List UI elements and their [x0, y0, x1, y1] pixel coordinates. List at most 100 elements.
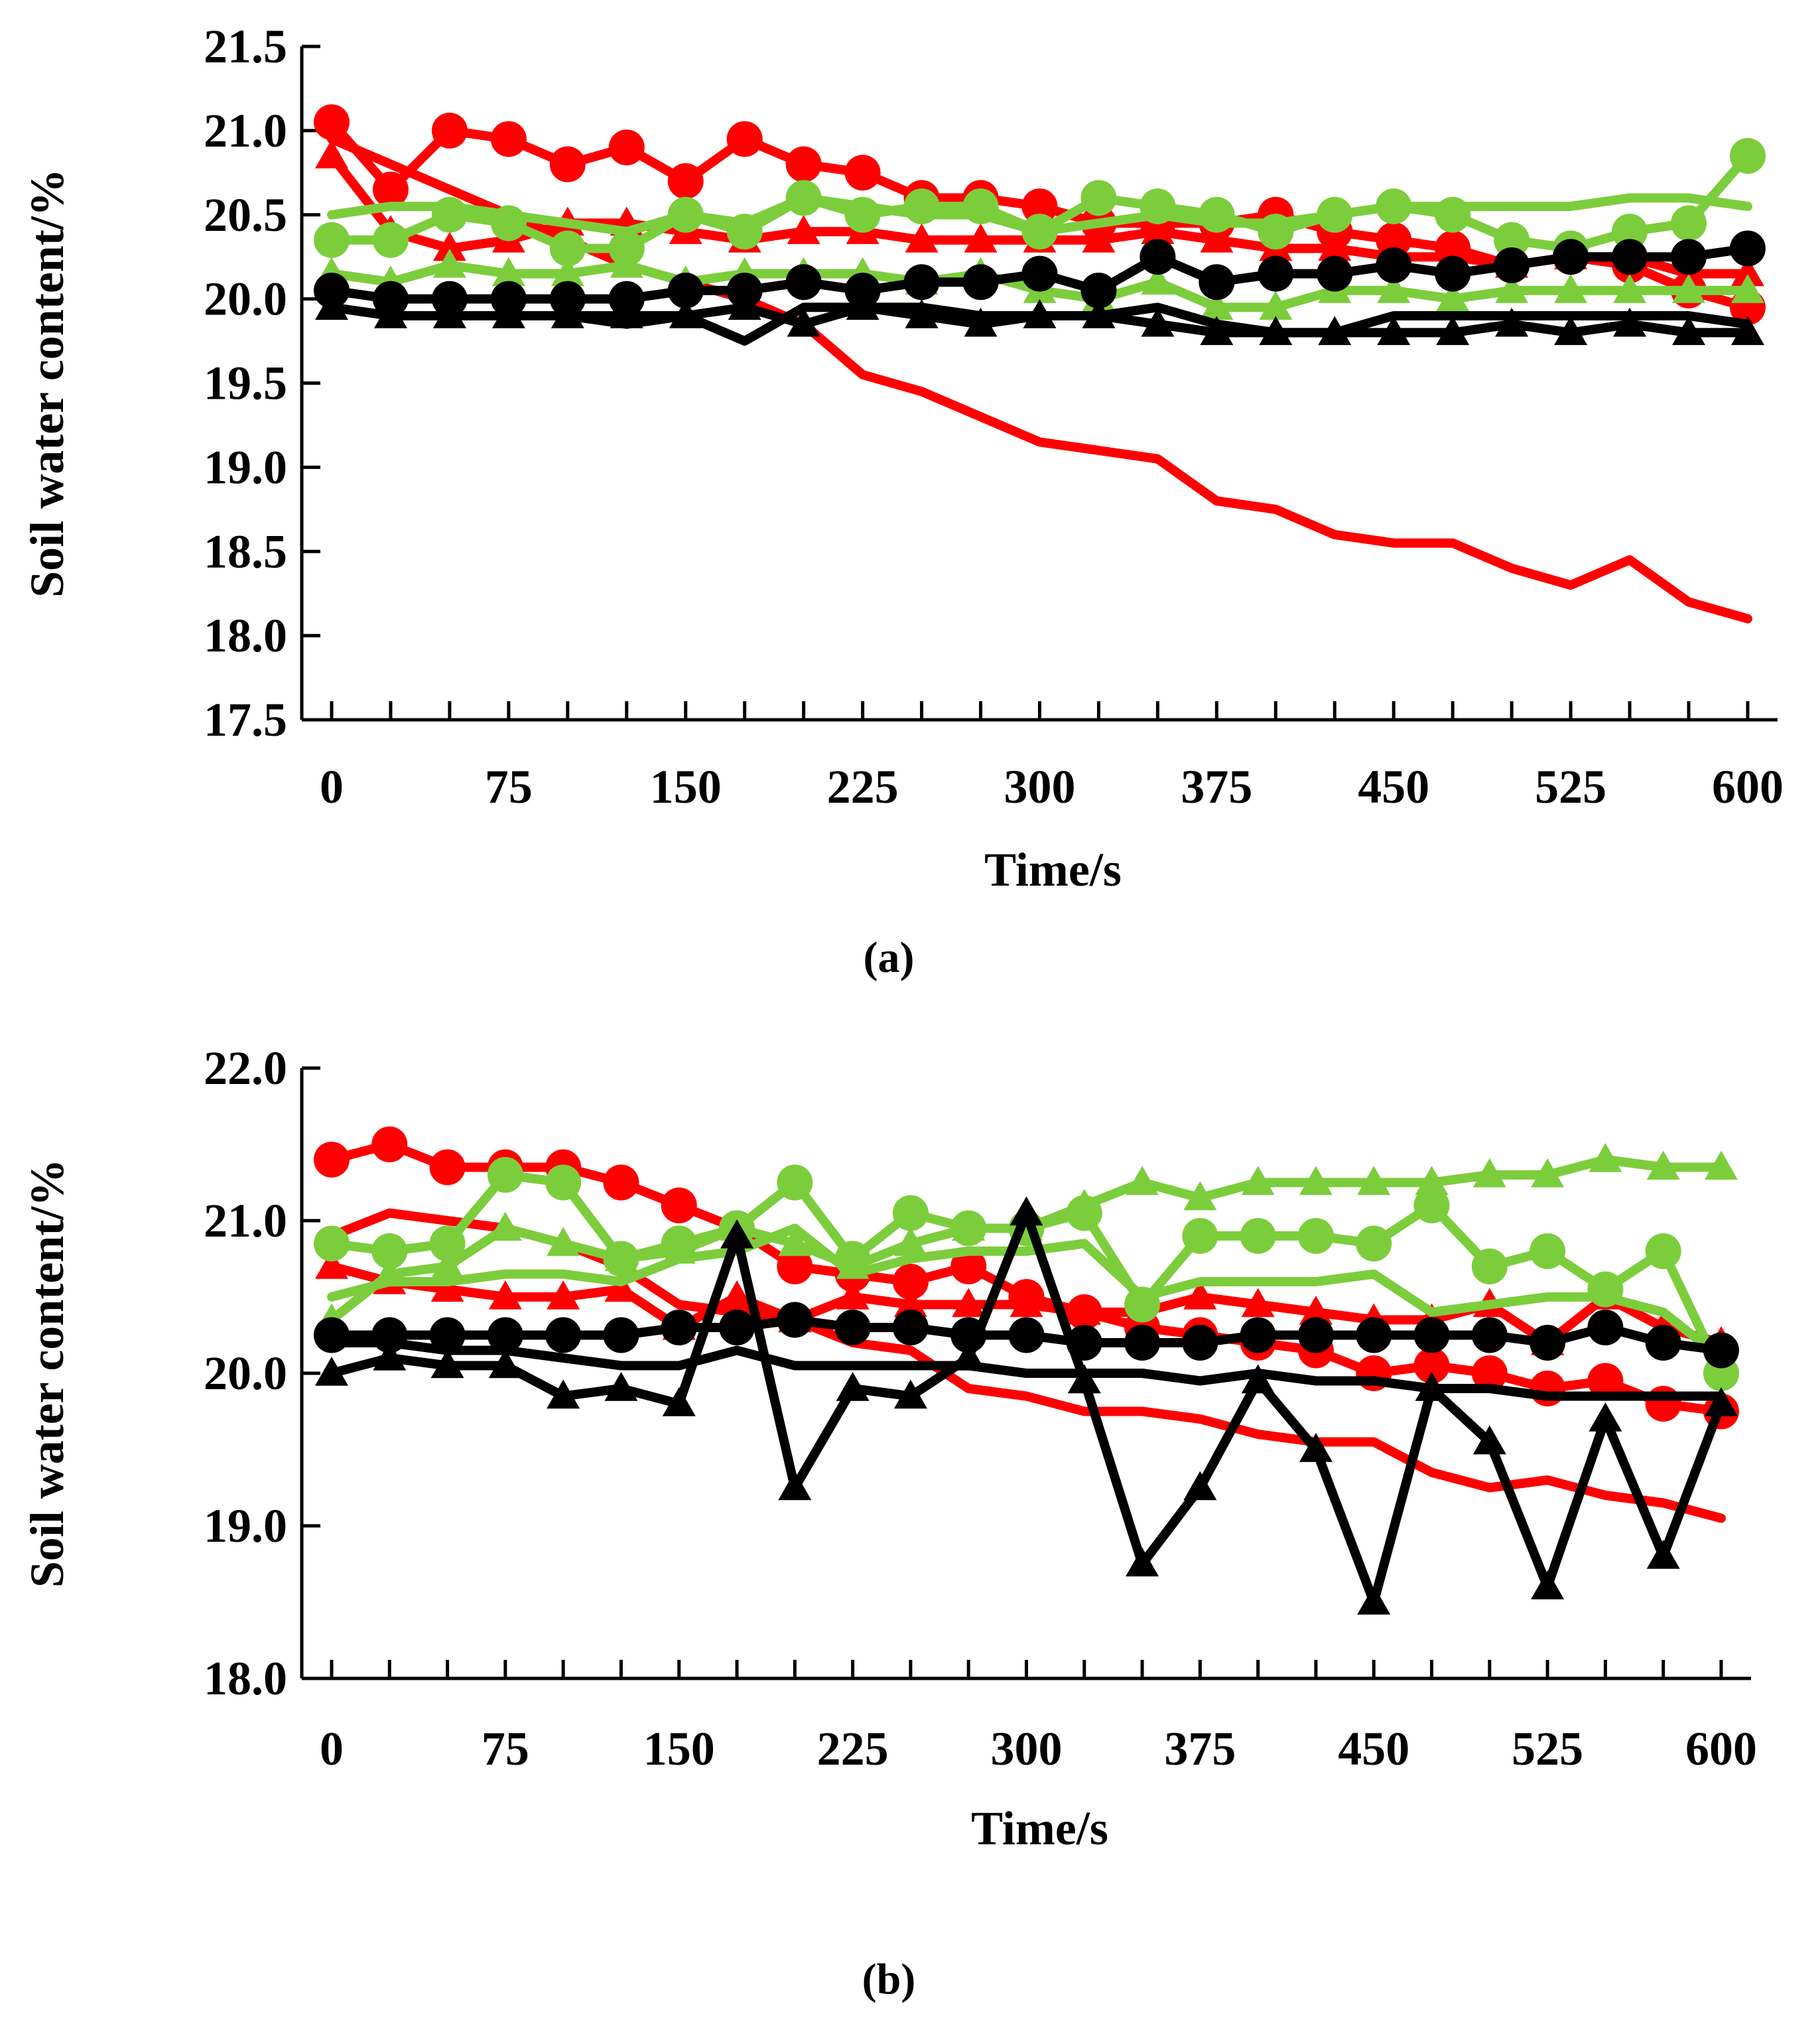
- y-tick-label: 20.0: [204, 1347, 287, 1400]
- data-point-triangle: [373, 1341, 407, 1371]
- x-tick-label: 600: [1712, 760, 1784, 813]
- y-tick-label: 21.5: [204, 20, 287, 73]
- data-point-triangle: [604, 1242, 638, 1272]
- data-point-triangle: [787, 215, 820, 244]
- data-point-circle: [549, 146, 586, 182]
- data-point-circle: [785, 264, 822, 301]
- data-point-triangle: [1672, 316, 1706, 346]
- y-tick-label: 18.5: [204, 525, 287, 578]
- data-point-triangle: [893, 1227, 927, 1256]
- data-point-triangle: [952, 1288, 986, 1318]
- data-point-circle: [785, 146, 822, 182]
- data-point-triangle: [846, 291, 879, 320]
- data-point-circle: [431, 281, 468, 317]
- data-point-circle: [429, 1317, 466, 1353]
- series-line-green-line: [327, 1223, 1726, 1363]
- data-point-triangle: [1200, 291, 1234, 320]
- data-point-triangle: [551, 257, 584, 287]
- data-point-triangle: [1126, 1166, 1159, 1195]
- panel-label: (b): [862, 1955, 916, 2003]
- data-point-circle: [1240, 1218, 1276, 1254]
- data-point-circle: [777, 1164, 813, 1201]
- data-point-triangle: [1082, 299, 1116, 328]
- data-point-triangle: [1613, 307, 1647, 337]
- data-point-circle: [1021, 188, 1058, 225]
- data-point-circle: [1356, 1225, 1392, 1262]
- data-point-circle: [844, 196, 881, 233]
- data-point-circle: [431, 196, 468, 233]
- y-tick-label: 21.0: [204, 104, 287, 157]
- data-point-triangle: [1067, 1364, 1101, 1394]
- data-point-triangle: [1009, 1288, 1043, 1318]
- data-point-triangle: [1067, 1296, 1101, 1325]
- data-point-triangle: [893, 1379, 927, 1409]
- data-point-circle: [1124, 1286, 1161, 1323]
- series-green-circle: [314, 137, 1766, 267]
- y-axis-title: Soil water content/%: [21, 1159, 74, 1588]
- data-point-circle: [490, 205, 527, 241]
- y-tick-label: 21.0: [204, 1194, 287, 1247]
- data-point-circle: [777, 1302, 813, 1338]
- data-point-circle: [1471, 1317, 1508, 1353]
- y-tick-label: 19.5: [204, 357, 287, 410]
- data-point-triangle: [315, 291, 348, 320]
- data-point-circle: [1413, 1187, 1450, 1223]
- data-point-triangle: [1731, 316, 1764, 346]
- x-axis-title: Time/s: [984, 843, 1122, 896]
- y-tick-label: 20.0: [204, 273, 287, 326]
- data-point-triangle: [315, 139, 348, 169]
- data-point-triangle: [551, 299, 584, 328]
- data-point-triangle: [1183, 1280, 1217, 1310]
- data-point-triangle: [1023, 299, 1057, 328]
- data-point-circle: [1240, 1317, 1276, 1353]
- data-point-triangle: [964, 223, 998, 253]
- data-point-circle: [1730, 230, 1766, 267]
- data-point-triangle: [778, 1227, 812, 1256]
- data-point-circle: [431, 112, 468, 149]
- data-point-triangle: [836, 1250, 870, 1279]
- data-point-circle: [490, 121, 527, 157]
- data-point-circle: [314, 1317, 350, 1353]
- data-point-circle: [1258, 214, 1294, 250]
- y-tick-label: 18.0: [204, 609, 287, 662]
- x-tick-label: 600: [1685, 1722, 1757, 1775]
- data-point-circle: [1529, 1371, 1566, 1406]
- data-point-triangle: [1415, 1372, 1449, 1401]
- data-point-circle: [844, 155, 881, 191]
- data-point-circle: [1376, 222, 1412, 258]
- data-point-circle: [903, 264, 940, 301]
- data-point-circle: [372, 281, 409, 317]
- y-tick-label: 19.0: [204, 441, 287, 494]
- data-point-circle: [1529, 1325, 1566, 1361]
- data-point-triangle: [1241, 1364, 1275, 1394]
- data-point-circle: [1297, 1218, 1334, 1254]
- data-point-triangle: [964, 307, 998, 337]
- data-point-triangle: [720, 1219, 754, 1249]
- data-point-triangle: [662, 1387, 696, 1416]
- y-tick-label: 19.0: [204, 1499, 287, 1552]
- data-point-triangle: [1141, 215, 1175, 244]
- data-point-circle: [1435, 196, 1471, 233]
- x-axis-title: Time/s: [971, 1802, 1108, 1855]
- data-point-circle: [608, 230, 645, 267]
- data-point-circle: [1587, 1271, 1624, 1308]
- data-point-triangle: [952, 1341, 986, 1371]
- x-tick-label: 450: [1338, 1722, 1409, 1775]
- y-tick-label: 22.0: [204, 1042, 287, 1095]
- data-point-circle: [1612, 214, 1648, 250]
- data-point-circle: [962, 264, 999, 301]
- data-point-triangle: [1357, 1166, 1391, 1195]
- data-point-circle: [545, 1164, 582, 1201]
- x-tick-label: 450: [1358, 760, 1429, 813]
- data-point-triangle: [1009, 1196, 1043, 1226]
- data-point-triangle: [1082, 223, 1116, 253]
- data-point-triangle: [1415, 1166, 1449, 1195]
- data-point-triangle: [1241, 1288, 1275, 1318]
- y-tick-label: 17.5: [204, 693, 287, 746]
- data-point-triangle: [720, 1280, 754, 1310]
- data-point-triangle: [836, 1280, 870, 1310]
- data-point-circle: [661, 1187, 697, 1223]
- data-point-triangle: [610, 248, 643, 278]
- data-point-circle: [487, 1157, 523, 1193]
